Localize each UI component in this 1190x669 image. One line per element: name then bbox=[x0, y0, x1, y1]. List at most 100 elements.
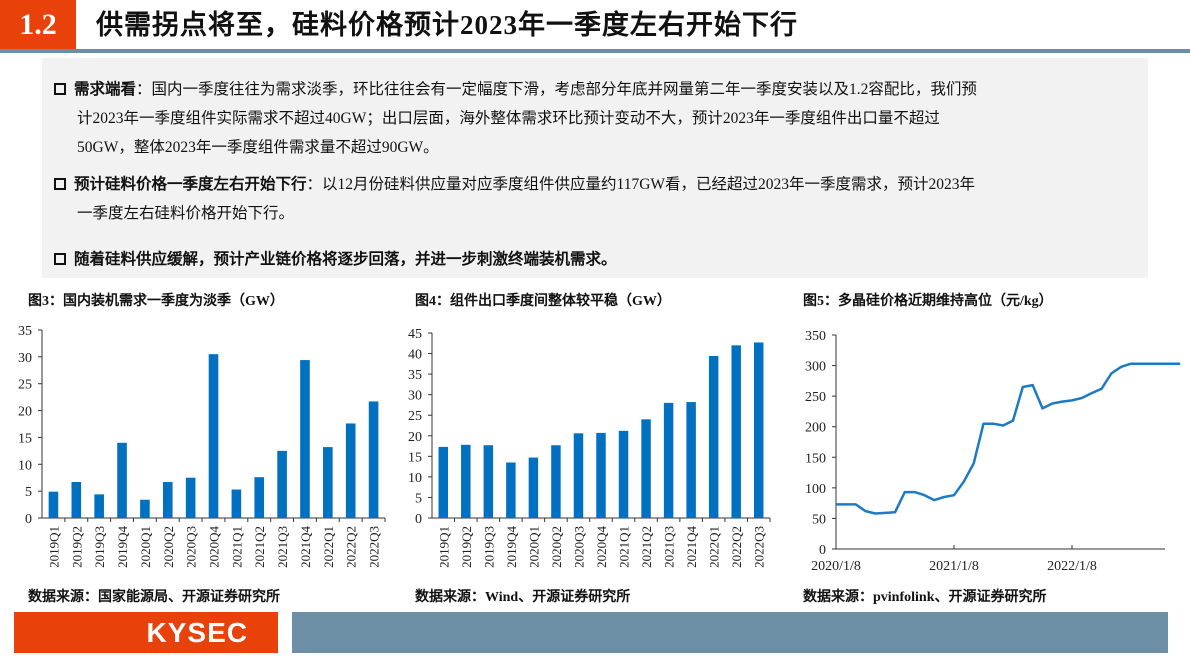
x-tick-label: 2020/1/8 bbox=[811, 559, 861, 574]
figure-4-bar-chart: 0 5 10 15 20 25 30 35 40 45 2019Q1 2019Q2 2019Q3 2019… bbox=[408, 327, 771, 568]
page-title: 供需拐点将至，硅料价格预计2023年一季度左右开始下行 bbox=[96, 10, 798, 40]
x-tick-label: 2021Q2 bbox=[639, 526, 654, 568]
bar bbox=[162, 482, 173, 518]
bar bbox=[277, 450, 287, 518]
bar bbox=[708, 356, 719, 518]
y-tick-label: 250 bbox=[805, 390, 826, 405]
x-tick-label: 2019Q3 bbox=[92, 526, 107, 568]
bullet-text: ：国内一季度往往为需求淡季，环比往往会有一定幅度下滑，考虑部分年底并网量第二年一… bbox=[136, 81, 977, 98]
x-tick-label: 2022Q2 bbox=[344, 526, 359, 568]
figure-5-title: 图5：多晶硅价格近期维持高位（元/kg） bbox=[803, 294, 1053, 309]
title-divider bbox=[0, 49, 1190, 53]
bar bbox=[618, 430, 629, 518]
bar bbox=[506, 462, 516, 518]
figure-3-source: 数据来源：国家能源局、开源证券研究所 bbox=[28, 590, 280, 605]
bar bbox=[754, 342, 764, 518]
x-tick-label: 2022Q3 bbox=[752, 526, 767, 568]
bullet-text: 一季度左右硅料价格开始下行。 bbox=[77, 205, 295, 222]
x-tick-label: 2019Q4 bbox=[504, 526, 519, 568]
x-tick-label: 2019Q4 bbox=[115, 526, 130, 568]
bar bbox=[345, 423, 356, 518]
y-tick-label: 30 bbox=[408, 389, 422, 404]
bar bbox=[528, 457, 539, 518]
bar bbox=[140, 499, 150, 518]
figure-3-title: 图3：国内装机需求一季度为淡季（GW） bbox=[28, 294, 284, 309]
y-tick-label: 45 bbox=[408, 327, 422, 342]
y-tick-label: 25 bbox=[408, 409, 422, 424]
bar bbox=[117, 442, 127, 518]
bar bbox=[300, 360, 310, 518]
bar bbox=[94, 494, 104, 518]
y-tick-label: 10 bbox=[18, 458, 32, 473]
title-bar: 1.2 供需拐点将至，硅料价格预计2023年一季度左右开始下行 bbox=[0, 0, 1190, 53]
x-tick-label: 2020Q3 bbox=[184, 526, 199, 568]
bar bbox=[483, 445, 494, 518]
y-tick-label: 20 bbox=[18, 405, 32, 420]
x-tick-label: 2020Q4 bbox=[207, 526, 222, 568]
figure-3-bar-chart: 0 5 10 15 20 25 30 35 2019Q1 2019Q2 2019Q3 2019Q4 20… bbox=[18, 324, 386, 568]
x-tick-label: 2022Q3 bbox=[367, 526, 382, 568]
y-tick-label: 30 bbox=[18, 351, 32, 366]
bar bbox=[208, 354, 219, 518]
y-tick-label: 40 bbox=[408, 348, 422, 363]
x-tick-label: 2021Q2 bbox=[252, 526, 267, 568]
bar bbox=[231, 489, 242, 518]
bar bbox=[48, 491, 59, 518]
x-tick-label: 2021/1/8 bbox=[929, 559, 979, 574]
figure-4-source: 数据来源：Wind、开源证券研究所 bbox=[415, 590, 631, 605]
y-tick-label: 100 bbox=[805, 482, 826, 497]
bar bbox=[368, 401, 379, 518]
y-tick-label: 25 bbox=[18, 378, 32, 393]
bar bbox=[461, 444, 471, 518]
bullet-heading: 预计硅料价格一季度左右开始下行 bbox=[74, 176, 307, 193]
y-tick-label: 0 bbox=[819, 543, 826, 558]
bar bbox=[254, 477, 265, 518]
figure-5-line-chart: 0 50 100 150 200 250 300 350 2020/1/8 2021/1/8 202… bbox=[805, 329, 1181, 574]
bar bbox=[185, 477, 196, 518]
x-tick-label: 2022/1/8 bbox=[1047, 559, 1097, 574]
bullet-demand: 需求端看：国内一季度往往为需求淡季，环比往往会有一定幅度下滑，考虑部分年底并网量… bbox=[54, 75, 1139, 162]
y-tick-label: 5 bbox=[415, 491, 422, 506]
y-tick-label: 35 bbox=[408, 368, 422, 383]
y-tick-label: 150 bbox=[805, 451, 826, 466]
y-tick-label: 5 bbox=[25, 485, 32, 500]
y-tick-label: 20 bbox=[408, 430, 422, 445]
bullet-text: ：以12月份硅料供应量对应季度组件供应量约117GW看，已经超过2023年一季度… bbox=[306, 176, 976, 193]
bar bbox=[641, 419, 651, 518]
x-tick-label: 2019Q2 bbox=[459, 526, 474, 568]
bar bbox=[71, 482, 82, 518]
x-tick-label: 2021Q1 bbox=[617, 526, 632, 568]
bar bbox=[596, 432, 606, 518]
bar bbox=[686, 402, 696, 518]
bullet-text: 50GW，整体2023年一季度组件需求量不超过90GW。 bbox=[77, 139, 439, 156]
bar bbox=[438, 446, 448, 518]
x-tick-label: 2022Q2 bbox=[729, 526, 744, 568]
x-tick-label: 2020Q2 bbox=[549, 526, 564, 568]
x-tick-label: 2021Q3 bbox=[275, 526, 290, 568]
figure-4-title: 图4：组件出口季度间整体较平稳（GW） bbox=[415, 294, 671, 309]
x-tick-label: 2020Q2 bbox=[161, 526, 176, 568]
y-tick-label: 10 bbox=[408, 471, 422, 486]
y-tick-label: 200 bbox=[805, 421, 826, 436]
bullet-outlook: 随着硅料供应缓解，预计产业链价格将逐步回落，并进一步刺激终端装机需求。 bbox=[54, 245, 1139, 274]
y-tick-label: 0 bbox=[25, 512, 32, 527]
section-number: 1.2 bbox=[0, 0, 76, 49]
x-tick-label: 2019Q2 bbox=[69, 526, 84, 568]
x-tick-label: 2020Q1 bbox=[526, 526, 541, 568]
y-tick-label: 50 bbox=[812, 512, 826, 527]
bullet-price: 预计硅料价格一季度左右开始下行：以12月份硅料供应量对应季度组件供应量约117G… bbox=[54, 170, 1139, 228]
square-bullet-icon bbox=[54, 178, 66, 190]
y-tick-label: 15 bbox=[18, 431, 32, 446]
footer-band bbox=[292, 612, 1168, 653]
x-tick-label: 2020Q4 bbox=[594, 526, 609, 568]
bullet-text: 计2023年一季度组件实际需求不超过40GW；出口层面，海外整体需求环比预计变动… bbox=[77, 110, 940, 127]
square-bullet-icon bbox=[54, 253, 66, 265]
bar bbox=[551, 445, 561, 518]
square-bullet-icon bbox=[54, 83, 66, 95]
x-tick-label: 2019Q1 bbox=[436, 526, 451, 568]
bar bbox=[663, 402, 674, 518]
price-line bbox=[836, 362, 1181, 515]
x-tick-label: 2019Q3 bbox=[481, 526, 496, 568]
bullet-heading: 随着硅料供应缓解，预计产业链价格将逐步回落，并进一步刺激终端装机需求。 bbox=[74, 251, 617, 268]
x-tick-label: 2021Q4 bbox=[298, 526, 313, 568]
